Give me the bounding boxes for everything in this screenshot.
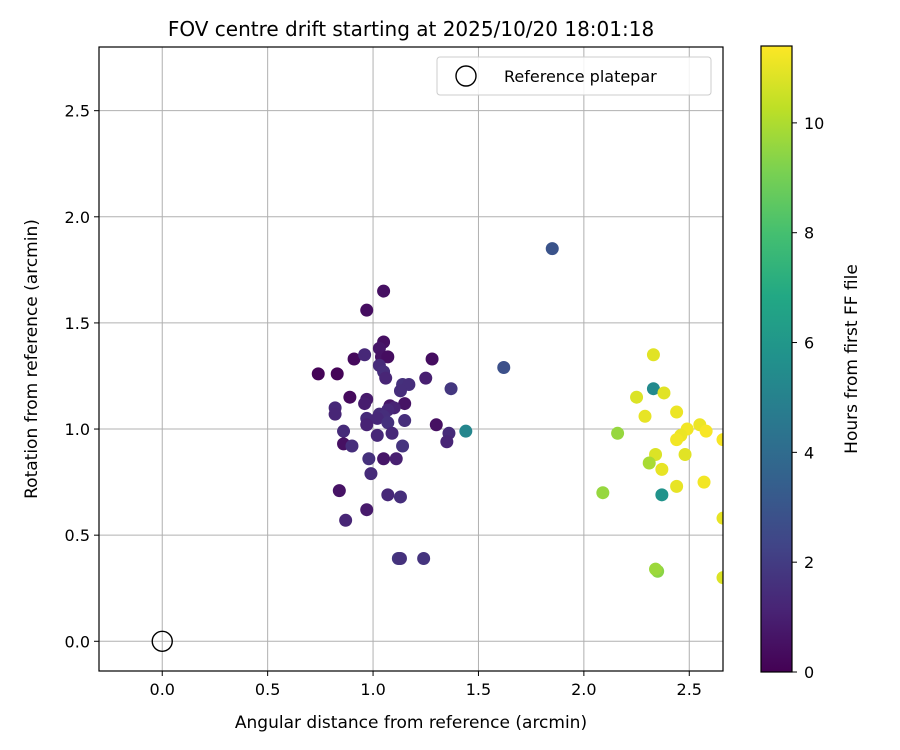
data-point (716, 571, 723, 585)
data-point (381, 488, 395, 502)
data-point (444, 382, 458, 396)
data-point (360, 303, 374, 317)
data-point (646, 382, 660, 396)
data-point (345, 439, 359, 453)
data-points (311, 242, 723, 585)
data-point (670, 405, 684, 419)
data-point (393, 490, 407, 504)
y-tick-label: 0.0 (65, 632, 90, 651)
data-point (611, 426, 625, 440)
data-point (670, 479, 684, 493)
colorbar-tick-label: 8 (804, 224, 814, 243)
grid-lines (99, 47, 723, 671)
y-tick-label: 1.5 (65, 314, 90, 333)
data-point (459, 424, 473, 438)
data-point (328, 407, 342, 421)
colorbar-tick-label: 10 (804, 114, 824, 133)
x-axis-ticks: 0.0 0.5 1.0 1.5 2.0 2.5 (150, 671, 702, 699)
data-point (429, 418, 443, 432)
data-point (360, 503, 374, 517)
data-point (358, 397, 372, 411)
data-point (497, 360, 511, 374)
data-point (646, 348, 660, 362)
data-point (358, 348, 372, 362)
y-axis-ticks: 0.0 0.5 1.0 1.5 2.0 2.5 (65, 102, 99, 651)
y-tick-label: 1.0 (65, 420, 90, 439)
data-point (398, 414, 412, 428)
colorbar-tick-label: 0 (804, 663, 814, 682)
x-tick-label: 2.0 (571, 680, 596, 699)
data-point (670, 433, 684, 447)
y-axis-label: Rotation from reference (arcmin) (22, 219, 42, 499)
x-tick-label: 1.0 (360, 680, 385, 699)
data-point (339, 513, 353, 527)
y-tick-label: 2.5 (65, 102, 90, 121)
data-point (417, 552, 431, 566)
data-point (343, 390, 357, 404)
data-point (699, 424, 713, 438)
data-point (370, 411, 384, 425)
data-point (716, 511, 723, 525)
legend: Reference platepar (436, 56, 712, 96)
colorbar-label: Hours from first FF file (842, 264, 862, 454)
data-point (716, 433, 723, 447)
data-point (642, 456, 656, 470)
x-axis-label: Angular distance from reference (arcmin) (235, 713, 587, 733)
reference-platepar-marker (151, 630, 173, 652)
data-point (419, 371, 433, 385)
data-point (655, 462, 669, 476)
data-point (425, 352, 439, 366)
data-point (347, 352, 361, 366)
reference-point (151, 630, 173, 652)
data-point (393, 552, 407, 566)
y-tick-label: 2.0 (65, 208, 90, 227)
data-point (638, 409, 652, 423)
data-point (655, 488, 669, 502)
data-point (379, 371, 393, 385)
legend-marker-icon (455, 65, 477, 87)
chart-title: FOV centre drift starting at 2025/10/20 … (168, 17, 654, 41)
data-point (385, 426, 399, 440)
data-point (389, 452, 403, 466)
data-point (678, 448, 692, 462)
data-point (393, 384, 407, 398)
data-point (330, 367, 344, 381)
x-tick-label: 0.0 (150, 680, 175, 699)
data-point (396, 439, 410, 453)
x-tick-label: 1.5 (466, 680, 491, 699)
data-point (649, 562, 663, 576)
legend-box (436, 56, 712, 96)
legend-label-reference-platepar: Reference platepar (504, 67, 657, 86)
colorbar-ticks: 0 2 4 6 8 10 (792, 114, 824, 682)
data-point (337, 424, 351, 438)
colorbar-tick-label: 4 (804, 443, 814, 462)
data-point (596, 486, 610, 500)
data-point (311, 367, 325, 381)
data-point (545, 242, 559, 256)
data-point (377, 284, 391, 298)
data-point (370, 428, 384, 442)
colorbar-tick-label: 2 (804, 553, 814, 572)
x-tick-label: 0.5 (255, 680, 280, 699)
x-tick-label: 2.5 (677, 680, 702, 699)
data-point (362, 452, 376, 466)
plot-frame (98, 46, 724, 672)
data-point (440, 435, 454, 449)
data-point (364, 467, 378, 481)
colorbar-tick-label: 6 (804, 334, 814, 353)
data-point (381, 350, 395, 364)
data-point (697, 475, 711, 489)
data-point (377, 452, 391, 466)
data-point (332, 484, 346, 498)
data-point (360, 418, 374, 432)
colorbar: 0 2 4 6 8 10 Hours from first FF file (760, 45, 862, 682)
data-point (381, 416, 395, 430)
y-tick-label: 0.5 (65, 526, 90, 545)
colorbar-gradient (760, 45, 793, 673)
data-point (657, 386, 671, 400)
data-point (630, 390, 644, 404)
data-point (398, 397, 412, 411)
